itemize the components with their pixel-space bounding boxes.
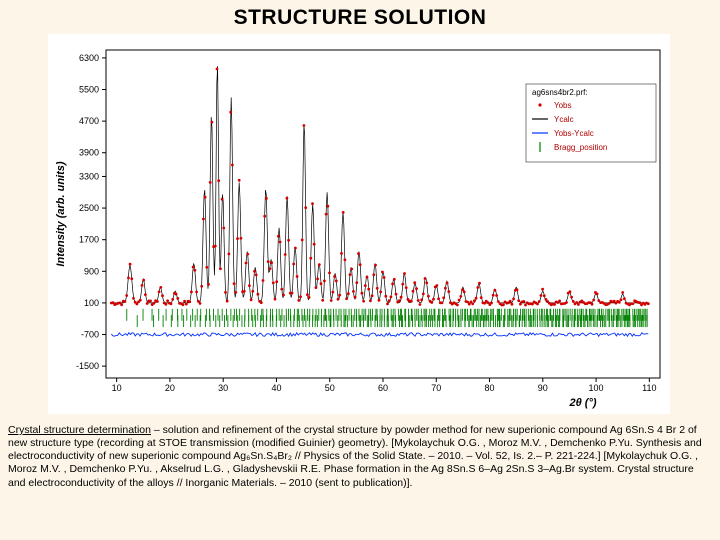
slide-title: STRUCTURE SOLUTION: [0, 0, 720, 30]
svg-text:Bragg_position: Bragg_position: [554, 143, 607, 152]
svg-text:Yobs: Yobs: [554, 101, 572, 110]
svg-text:-1500: -1500: [76, 361, 99, 371]
svg-text:20: 20: [165, 383, 175, 393]
svg-text:5500: 5500: [79, 85, 99, 95]
svg-text:90: 90: [538, 383, 548, 393]
svg-text:10: 10: [112, 383, 122, 393]
svg-text:Ycalc: Ycalc: [554, 115, 574, 124]
caption-lead: Crystal structure determination: [8, 424, 151, 436]
svg-text:80: 80: [485, 383, 495, 393]
rietveld-chart: 10 20 30 40 50 60 70 80 90 100 110 -1500 -700 100 900 1…: [48, 34, 670, 414]
svg-text:40: 40: [271, 383, 281, 393]
svg-text:Intensity (arb. units): Intensity (arb. units): [55, 161, 67, 266]
svg-text:6300: 6300: [79, 53, 99, 63]
chart-svg: 10 20 30 40 50 60 70 80 90 100 110 -1500 -700 100 900 1…: [48, 34, 670, 414]
svg-text:110: 110: [642, 383, 656, 393]
svg-text:2θ (°): 2θ (°): [568, 397, 596, 409]
svg-text:4700: 4700: [79, 116, 99, 126]
svg-text:100: 100: [589, 383, 604, 393]
svg-text:1700: 1700: [79, 235, 99, 245]
svg-text:70: 70: [431, 383, 441, 393]
svg-text:ag6sns4br2.prf:: ag6sns4br2.prf:: [532, 88, 588, 97]
svg-text:60: 60: [378, 383, 388, 393]
svg-text:100: 100: [84, 298, 99, 308]
svg-text:Yobs-Ycalc: Yobs-Ycalc: [554, 129, 594, 138]
caption: Crystal structure determination – soluti…: [8, 424, 712, 490]
svg-text:900: 900: [84, 266, 99, 276]
svg-text:3300: 3300: [79, 171, 99, 181]
svg-text:2500: 2500: [79, 203, 99, 213]
svg-text:30: 30: [218, 383, 228, 393]
svg-text:-700: -700: [81, 330, 99, 340]
svg-text:50: 50: [325, 383, 335, 393]
svg-text:3900: 3900: [79, 148, 99, 158]
